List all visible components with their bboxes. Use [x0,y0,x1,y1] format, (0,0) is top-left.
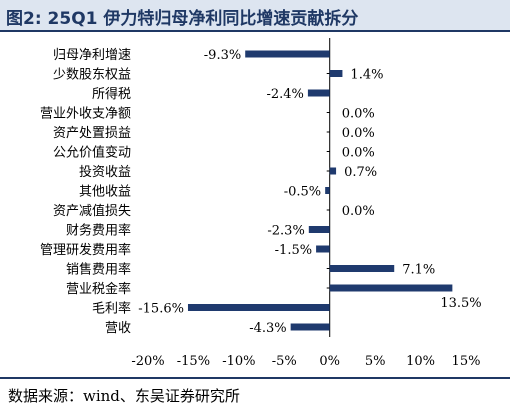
category-label: 毛利率 [92,301,131,317]
category-label: 其他收益 [79,185,131,200]
category-label: 所得税 [92,86,131,102]
category-label: 营收 [105,321,131,336]
data-label: 13.5% [440,296,481,311]
bar [308,226,330,233]
title-divider [0,30,510,32]
x-tick-label: 5% [365,354,386,369]
data-label: 0.0% [342,204,375,219]
x-tick-label: -20% [131,354,164,369]
category-label: 少数股东权益 [53,67,131,83]
x-tick-label: 15% [452,354,481,369]
category-label: 销售费用率 [66,262,131,278]
category-label: 投资收益 [79,164,131,180]
data-label: 7.1% [402,263,435,278]
bar [290,323,330,331]
data-label: -1.5% [275,243,312,258]
category-label: 财务费用率 [66,223,131,239]
data-label: -4.3% [249,321,286,336]
bar [325,187,330,194]
bar [329,167,337,175]
bar [245,50,330,58]
data-label: -9.3% [204,48,241,63]
data-label: 0.0% [342,107,375,122]
x-tick-label: 0% [319,354,340,369]
category-label: 资产减值损失 [53,203,131,219]
bar [316,245,330,253]
category-label: 管理研发费用率 [40,242,131,258]
category-label: 营业税金率 [66,281,131,297]
figure-title: 图2: 25Q1 伊力特归母净利同比增速贡献拆分 [6,9,359,29]
title-bar: 图2: 25Q1 伊力特归母净利同比增速贡献拆分 [0,0,510,30]
source-note: 数据来源：wind、东吴证券研究所 [8,387,240,405]
bar [329,284,453,292]
bar [187,304,330,311]
bar [329,70,343,77]
bar-chart: 归母净利增速 -9.3% 少数股东权益 1.4% 所得税 -2.4% 营业外收支净额 0.0%… [40,38,482,369]
data-label: -2.3% [267,224,304,239]
x-tick-label: 10% [406,354,435,369]
x-tick-label: -15% [177,354,210,369]
data-label: -15.6% [138,302,184,317]
data-label: -0.5% [284,185,321,200]
data-label: 1.4% [350,68,383,83]
category-label: 归母净利增速 [53,48,131,63]
x-tick-label: -5% [272,354,297,369]
data-label: -2.4% [266,87,303,102]
x-tick-label: -10% [222,354,255,369]
source-divider [0,377,510,379]
category-label: 公允价值变动 [53,145,131,161]
data-label: 0.7% [344,165,377,180]
bar [307,89,330,97]
category-label: 营业外收支净额 [40,107,131,122]
data-label: 0.0% [342,146,375,161]
data-label: 0.0% [342,126,375,141]
bar [329,265,395,272]
category-label: 资产处置损益 [53,126,131,141]
